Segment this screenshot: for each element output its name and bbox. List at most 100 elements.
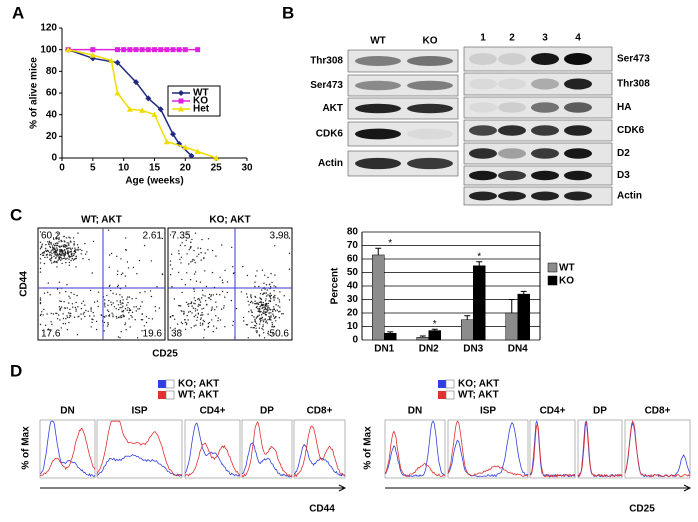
panel-title: CD8+ [307,406,333,417]
event-dot [46,256,48,258]
marker [133,79,139,86]
event-dot [212,294,214,296]
event-dot [224,296,226,298]
event-dot [181,242,183,244]
event-dot [282,313,284,315]
event-dot [63,301,65,303]
blot-band [469,53,497,65]
panel-label: A [12,3,24,22]
event-dot [119,300,122,302]
event-dot [256,270,258,272]
event-dot [106,309,109,311]
event-dot [72,254,75,257]
event-dot [43,251,46,253]
panel-label: D [10,361,22,380]
blot-row-label: Actin [617,191,642,202]
event-dot [266,322,268,324]
event-dot [103,321,106,324]
event-dot [250,294,252,296]
event-dot [277,305,279,307]
event-dot [49,258,51,260]
event-dot [62,244,64,246]
marker [126,106,133,112]
event-dot [257,315,259,317]
event-dot [44,324,47,326]
event-dot [207,238,210,240]
event-dot [202,324,204,326]
event-dot [52,249,54,251]
event-dot [58,281,61,283]
event-dot [41,243,43,245]
event-dot [185,301,188,303]
event-dot [70,241,72,243]
event-dot [64,253,66,255]
legend-swatch [158,380,166,388]
event-dot [192,258,194,261]
event-dot [270,312,272,314]
event-dot [242,265,244,268]
event-dot [264,318,266,320]
event-dot [277,297,279,299]
event-dot [64,323,67,325]
event-dot [106,294,108,297]
event-dot [262,324,264,326]
event-dot [61,252,63,254]
marker [182,144,189,150]
blot-band [407,128,453,140]
event-dot [260,297,262,300]
event-dot [124,322,127,324]
x-tick-label: 15 [149,163,161,174]
event-dot [268,312,270,314]
event-dot [254,285,256,288]
event-dot [61,250,63,253]
event-dot [205,300,207,302]
event-dot [251,311,253,313]
marker [163,138,170,145]
event-dot [84,304,86,306]
marker [170,47,176,53]
event-dot [154,310,157,312]
histogram-frame [529,419,576,479]
blot-band [531,53,559,65]
event-dot [264,311,266,313]
event-dot [250,309,252,311]
event-dot [278,301,281,303]
event-dot [275,286,277,288]
y-axis-label: % of Max [21,426,32,470]
event-dot [42,251,44,254]
event-dot [265,314,267,316]
event-dot [186,322,188,324]
event-dot [56,288,59,290]
event-dot [53,260,56,263]
event-dot [207,249,209,251]
event-dot [59,259,62,261]
event-dot [139,305,142,307]
marker [89,52,96,58]
event-dot [185,239,187,241]
blot-column-label: WT [370,36,386,47]
event-dot [275,304,277,306]
event-dot [75,257,78,260]
blot-band [469,191,497,201]
event-dot [274,316,277,318]
error-bar [476,261,483,266]
event-dot [171,315,174,317]
event-dot [116,285,119,288]
event-dot [197,312,199,314]
event-dot [267,302,270,305]
y-tick-label: 60 [46,88,58,99]
blot-band [531,170,559,181]
event-dot [231,246,233,249]
marker [115,47,120,53]
marker [121,47,127,53]
event-dot [66,307,69,309]
event-dot [268,307,270,309]
event-dot [96,300,99,302]
blot-band [564,102,592,113]
event-dot [245,323,248,326]
event-dot [90,308,92,310]
y-axis-label: CD44 [19,271,30,297]
event-dot [262,303,264,306]
event-dot [82,313,85,315]
event-dot [235,307,238,310]
